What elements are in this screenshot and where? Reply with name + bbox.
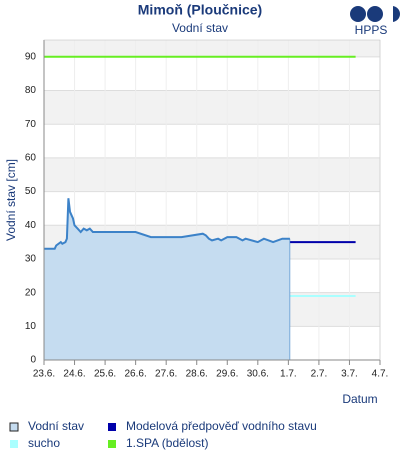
y-tick-label: 60 [25,153,37,164]
legend-swatch [9,422,19,432]
y-tick-label: 10 [25,321,37,332]
x-tick-label: 29.6. [216,369,238,380]
logo: HPPS [350,5,400,37]
x-tick-label: 26.6. [125,369,147,380]
plot-band [44,157,380,192]
legend-swatch [108,440,116,448]
legend-swatch [10,440,18,448]
x-tick-label: 23.6. [33,369,55,380]
plot-frame [43,39,381,361]
x-tick-label: 30.6. [247,369,269,380]
legend-label: 1.SPA (bdělost) [126,436,209,450]
y-tick-label: 80 [25,85,37,96]
legend-item: Vodní stav [9,419,84,433]
area [44,198,290,360]
legend-item: sucho [10,436,60,450]
x-tick-label: 25.6. [94,369,116,380]
x-tick-label: 2.7. [311,369,328,380]
plot-band [44,90,380,125]
y-tick-label: 20 [25,287,37,298]
plot-band [44,40,380,57]
x-tick-label: 24.6. [63,369,85,380]
y-tick-label: 50 [25,186,37,197]
x-tick-label: 3.7. [341,369,358,380]
x-tick-label: 28.6. [186,369,208,380]
y-tick-label: 0 [30,355,36,366]
y-axis-label: Vodní stav [cm] [4,159,18,241]
y-tick-label: 40 [25,220,37,231]
legend-swatch [108,423,116,431]
y-tick-label: 90 [25,51,37,62]
chart-title: Mimoň (Ploučnice) [138,2,262,18]
y-tick-label: 70 [25,119,37,130]
x-tick-label: 4.7. [372,369,389,380]
legend-label: Modelová předpověď vodního stavu [126,419,317,433]
legend-label: Vodní stav [28,419,84,433]
logo-text: HPPS [355,23,388,37]
x-axis-label: Datum [342,392,377,406]
legend-item: 1.SPA (bdělost) [108,436,209,450]
chart-subtitle: Vodní stav [172,21,228,35]
legend-item: Modelová předpověď vodního stavu [108,419,317,433]
legend-label: sucho [28,436,60,450]
x-tick-label: 1.7. [280,369,297,380]
series-line [44,198,290,250]
y-tick-label: 30 [25,254,37,265]
x-tick-label: 27.6. [155,369,177,380]
